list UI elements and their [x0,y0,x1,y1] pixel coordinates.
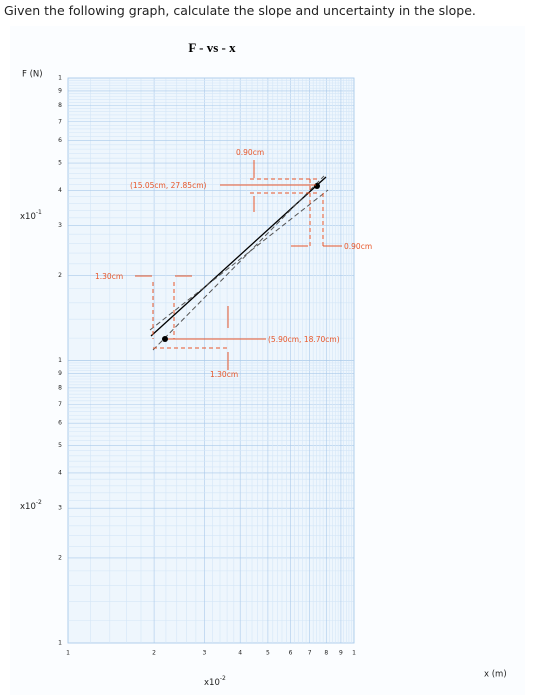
annotation: 0.90cm [236,148,264,157]
y-tick-label: 7 [58,118,62,125]
y-tick-label: 5 [58,442,62,449]
y-tick-label: 5 [58,160,62,167]
y-tick-label: 8 [58,384,62,391]
x-tick-label: 9 [339,650,343,657]
x-tick-label: 3 [203,650,207,657]
x-axis-label: x (m) [484,670,507,680]
construction-lines [152,178,324,349]
y-tick-label: 3 [58,505,62,512]
best-fit-line [150,176,327,337]
y-tick-label: 4 [58,187,62,194]
y-multiplier: x10-2 [20,499,42,512]
y-tick-label: 6 [58,137,62,144]
point [162,336,168,342]
annotation: (5.90cm, 18.70cm) [268,335,340,344]
y-tick-label: 4 [58,469,62,476]
y-tick-label: 1 [58,357,62,364]
max-slope-line [152,175,325,351]
y-tick-label: 9 [58,87,62,94]
y-tick-label: 1 [58,75,62,82]
x-tick-label: 4 [238,650,242,657]
y-tick-label: 2 [58,554,62,561]
y-tick-label: 7 [58,401,62,408]
x-tick-label: 6 [289,650,293,657]
y-multiplier: x10-1 [20,209,42,222]
y-tick-label: 8 [58,102,62,109]
x-tick-label: 7 [308,650,312,657]
y-axis-label: F (N) [22,70,43,80]
x-tick-label: 2 [152,650,156,657]
annotation: 0.90cm [344,242,372,251]
x-tick-label: 8 [324,650,328,657]
question: Given the following graph, calculate the… [4,3,476,18]
x-tick-label: 1 [352,650,356,657]
annotation: (15.05cm, 27.85cm) [130,181,206,190]
y-tick-label: 2 [58,272,62,279]
point [314,183,320,189]
x-tick-label: 5 [266,650,270,657]
annotation: 1.30cm [95,272,123,281]
title: F - vs - x [188,40,236,55]
y-tick-label: 1 [58,640,62,647]
arrows [135,160,342,370]
y-tick-label: 6 [58,420,62,427]
annotation: 1.30cm [210,370,238,379]
grid [67,77,355,644]
y-tick-label: 3 [58,222,62,229]
y-tick-label: 9 [58,370,62,377]
x-multiplier: x10-2 [204,675,226,688]
min-slope-line [149,189,329,331]
x-tick-label: 1 [66,650,70,657]
